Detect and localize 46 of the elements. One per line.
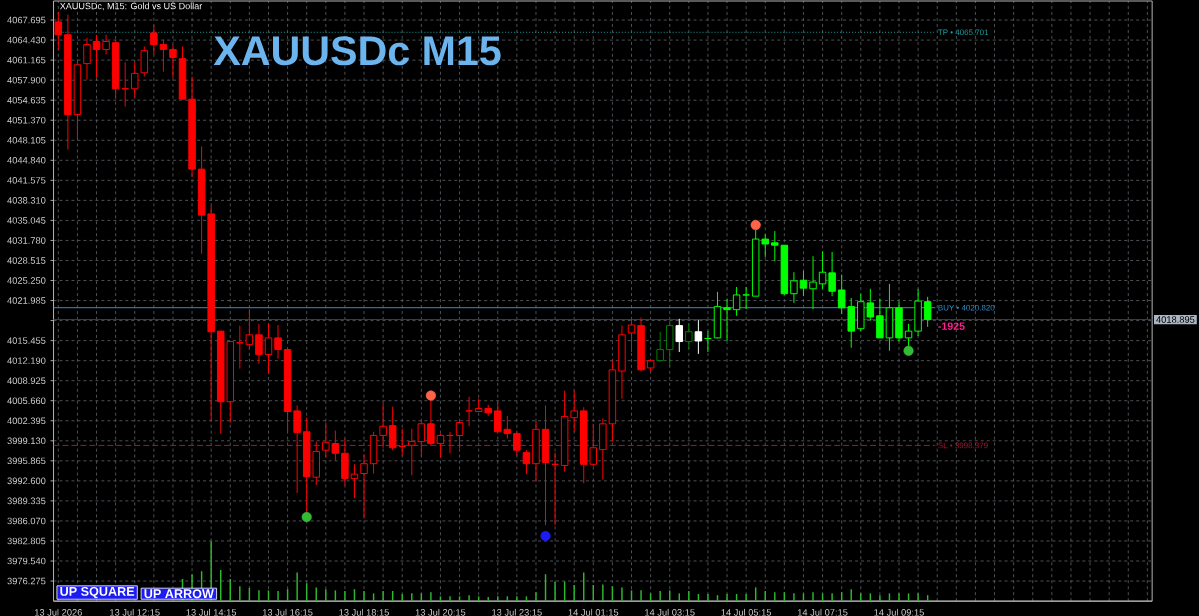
x-tick-label: 13 Jul 2026: [34, 608, 82, 616]
chart-title: XAUUSDc, M15: Gold vs US Dollar: [60, 2, 203, 11]
y-tick-label: 4041.575: [7, 177, 46, 184]
y-tick-label: 3999.130: [7, 437, 46, 445]
y-tick-label: 4051.370: [7, 116, 46, 124]
y-tick-label: 3989.335: [7, 497, 46, 505]
x-tick-label: 13 Jul 16:15: [262, 608, 313, 616]
y-tick-label: 3995.865: [7, 457, 46, 465]
y-tick-label: 4035.045: [7, 217, 46, 224]
annotation: UP SQUARE: [60, 586, 135, 599]
y-tick-label: 3986.070: [7, 517, 46, 525]
y-tick-label: 4044.840: [7, 156, 46, 164]
y-tick-label: 4005.660: [7, 397, 46, 404]
x-tick-label: 14 Jul 07:15: [797, 608, 848, 616]
y-tick-label: 4048.105: [7, 136, 46, 144]
x-tick-label: 14 Jul 05:15: [721, 608, 772, 616]
y-tick-label: 4002.395: [7, 417, 46, 424]
y-tick-label: 4012.190: [7, 357, 46, 364]
y-tick-label: 4067.695: [7, 16, 46, 24]
y-tick-label: 3992.600: [7, 477, 46, 485]
y-tick-label: 4025.250: [7, 277, 46, 284]
x-tick-label: 14 Jul 09:15: [874, 608, 924, 616]
y-tick-label: 3979.540: [7, 557, 46, 565]
x-tick-label: 13 Jul 20:15: [415, 608, 466, 616]
y-tick-label: 4038.310: [7, 197, 46, 204]
x-tick-label: 14 Jul 01:15: [568, 608, 619, 616]
y-tick-label: 4064.430: [7, 36, 46, 44]
y-tick-label: 3982.805: [7, 537, 46, 545]
y-tick-label: 4061.165: [7, 56, 46, 64]
y-tick-label: 4008.925: [7, 377, 46, 384]
y-tick-label: 4021.985: [7, 297, 46, 304]
x-tick-label: 13 Jul 14:15: [186, 608, 237, 616]
text: XAUUSDc M15: [213, 36, 501, 66]
x-tick-label: 14 Jul 03:15: [645, 608, 695, 616]
ref-line-label: 4018.895: [1156, 316, 1195, 323]
y-tick-label: 3976.275: [7, 577, 46, 585]
text: -1925: [938, 322, 965, 330]
y-tick-label: 4031.780: [7, 237, 46, 244]
x-tick-label: 13 Jul 12:15: [110, 608, 160, 616]
x-tick-label: 13 Jul 23:15: [492, 608, 542, 616]
y-tick-label: 4057.900: [7, 76, 46, 84]
y-tick-label: 4015.455: [7, 337, 46, 344]
y-tick-label: 4028.515: [7, 257, 46, 264]
annotation: UP ARROW: [144, 589, 214, 599]
y-tick-label: 4054.635: [7, 96, 46, 104]
x-tick-label: 13 Jul 18:15: [339, 608, 389, 616]
